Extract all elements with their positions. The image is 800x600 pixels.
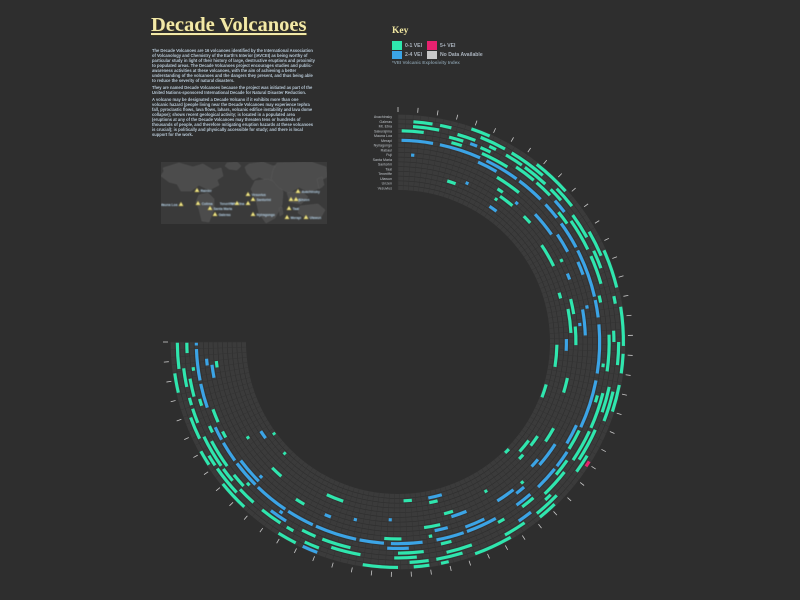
svg-text:Galeras: Galeras xyxy=(379,120,392,124)
svg-text:Mauna Loa: Mauna Loa xyxy=(374,134,392,138)
svg-text:Nyiragongo: Nyiragongo xyxy=(374,144,392,148)
svg-text:Santa Maria: Santa Maria xyxy=(373,158,392,162)
svg-text:Rabaul: Rabaul xyxy=(381,148,393,152)
svg-text:Merapi: Merapi xyxy=(381,139,392,143)
svg-text:Teneriffe: Teneriffe xyxy=(378,172,392,176)
svg-text:Santorini: Santorini xyxy=(378,163,392,167)
svg-text:Avachinsky: Avachinsky xyxy=(374,115,392,119)
svg-text:Taal: Taal xyxy=(385,167,392,171)
svg-text:Sakurajima: Sakurajima xyxy=(374,129,392,133)
svg-text:Ulawun: Ulawun xyxy=(380,177,392,181)
svg-text:Mt. Etna: Mt. Etna xyxy=(379,125,392,129)
svg-text:Unzen: Unzen xyxy=(382,182,392,186)
svg-text:Vesuvius: Vesuvius xyxy=(378,186,393,190)
svg-text:Fuji: Fuji xyxy=(386,153,392,157)
